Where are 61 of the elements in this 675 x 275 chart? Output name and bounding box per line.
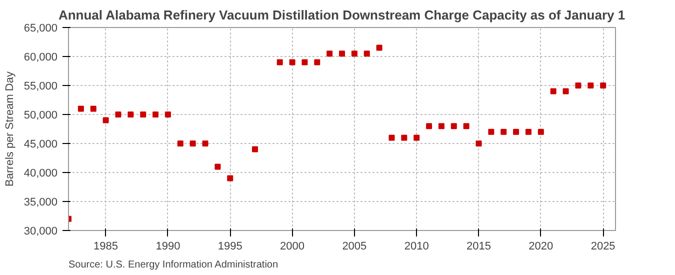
point [214, 164, 221, 170]
x-tick-label: 2025 [590, 240, 616, 252]
point [364, 50, 370, 57]
x-tick-label: 2010 [404, 240, 429, 252]
point [190, 140, 196, 146]
point [326, 50, 333, 57]
point [575, 82, 582, 88]
point [588, 82, 594, 88]
point [401, 134, 408, 141]
y-tick-label: 45,000 [24, 138, 58, 150]
y-tick-label: 50,000 [24, 110, 58, 122]
point [488, 128, 494, 135]
x-tick-label: 1985 [94, 240, 118, 252]
point [128, 112, 134, 118]
y-tick-label: 60,000 [24, 52, 58, 64]
point [351, 50, 358, 57]
y-tick-label: 55,000 [24, 80, 58, 92]
point [78, 106, 84, 112]
point [388, 134, 395, 141]
point [339, 50, 345, 57]
point [252, 146, 258, 152]
point [500, 128, 507, 135]
y-tick-label: 30,000 [24, 226, 58, 238]
y-tick-label: 65,000 [24, 22, 58, 34]
point [115, 112, 122, 118]
point [414, 134, 420, 141]
point [550, 88, 556, 94]
point [538, 128, 544, 135]
x-tick-label: 2015 [466, 240, 491, 252]
point [152, 112, 159, 118]
point [177, 140, 184, 146]
point [140, 112, 146, 118]
point [164, 112, 171, 118]
point [562, 88, 569, 94]
point [463, 123, 470, 130]
point [513, 128, 520, 135]
x-tick-label: 2000 [280, 240, 305, 252]
point [227, 175, 234, 182]
y-tick-label: 35,000 [24, 196, 58, 208]
point [302, 59, 308, 66]
point [476, 140, 482, 146]
y-tick-label: 40,000 [24, 168, 58, 180]
point [376, 44, 382, 51]
x-tick-label: 2005 [342, 240, 367, 252]
point [600, 82, 606, 88]
x-tick-label: 2020 [528, 240, 554, 252]
point [438, 123, 444, 130]
point [289, 59, 296, 66]
point [276, 59, 283, 66]
point [525, 128, 532, 135]
y-axis-title: Barrels per Stream Day [4, 71, 16, 186]
point [314, 59, 320, 66]
point [202, 140, 208, 146]
x-tick-label: 1995 [218, 240, 242, 252]
source-note: Source: U.S. Energy Information Administration [68, 260, 278, 270]
x-tick-label: 1990 [156, 240, 180, 252]
point [102, 117, 109, 124]
chart-title: Annual Alabama Refinery Vacuum Distillation Downstream Charge Capacity as of January 1 [58, 8, 626, 22]
point [90, 106, 96, 112]
point [426, 123, 432, 130]
point [450, 123, 457, 130]
